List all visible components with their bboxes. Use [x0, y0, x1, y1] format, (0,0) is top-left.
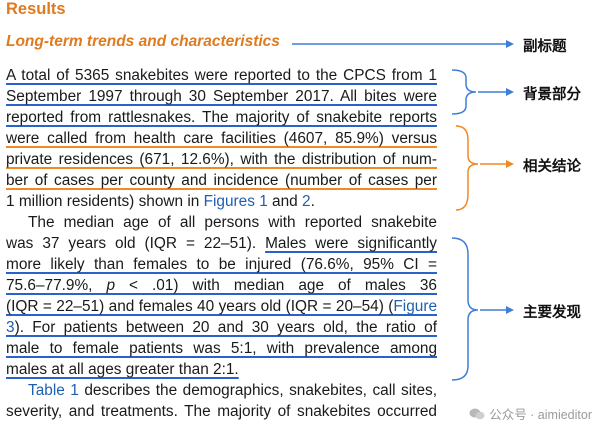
text-fragment: (IQR = 22–51) and females 40 years old (…	[6, 298, 394, 315]
findings-brace	[451, 237, 508, 381]
text-fragment: was 37 years old (IQR = 22–51).	[6, 235, 266, 252]
text-line: reported from rattlesnakes. The majority…	[6, 109, 437, 126]
watermark-text: 公众号 · aimieditor	[489, 408, 592, 422]
figure-3-link[interactable]: Figure	[393, 298, 437, 315]
p-symbol: p	[106, 277, 115, 294]
text-line: severity, and treatments. The majority o…	[6, 403, 437, 420]
text-line: ber of cases per county and incidence (n…	[6, 172, 437, 189]
text-line: private residences (671, 12.6%), with th…	[6, 151, 437, 168]
section-title: Results	[6, 0, 66, 18]
text-fragment: .	[310, 193, 315, 210]
text-line: A total of 5365 snakebites were reported…	[6, 67, 437, 84]
text-fragment: ). For patients between 20 and 30 years …	[14, 319, 437, 336]
text-fragment: and	[267, 193, 302, 210]
findings-arrowhead	[506, 306, 514, 314]
text-fragment: < .01) with median age of males 36	[115, 277, 437, 294]
figure-2-link[interactable]: 2	[302, 193, 311, 210]
text-line: more likely than females to be injured (…	[6, 256, 437, 273]
figure-1-link[interactable]: Figures 1	[203, 193, 268, 210]
watermark: 公众号 · aimieditor	[469, 404, 592, 423]
wechat-icon	[469, 408, 485, 419]
text-line: September 1997 through 30 September 2017…	[6, 88, 437, 105]
subsection-title: Long-term trends and characteristics	[6, 33, 280, 50]
background-arrowhead	[506, 88, 514, 96]
annotation-background: 背景部分	[523, 87, 581, 103]
background-brace	[451, 69, 508, 115]
text-line: were called from health care facilities …	[6, 130, 437, 147]
text-fragment: Males were significantly	[265, 235, 437, 252]
annotation-findings: 主要发现	[523, 305, 581, 321]
text-line: 1 million residents) shown in	[6, 193, 204, 210]
annotation-conclusion: 相关结论	[523, 159, 581, 175]
annotation-subtitle: 副标题	[523, 39, 567, 55]
figure-3-link-cont[interactable]: 3	[6, 319, 15, 336]
text-line: males at all ages greater than 2:1.	[6, 361, 239, 378]
text-line: male to female patients was 5:1, with pr…	[6, 340, 437, 357]
subtitle-arrow	[292, 40, 514, 48]
text-fragment: describes the demographics, snakebites, …	[78, 382, 437, 399]
table-1-link[interactable]: Table 1	[28, 382, 79, 399]
text-fragment: 75.6–77.9%,	[6, 277, 107, 294]
conclusion-arrowhead	[506, 160, 514, 168]
conclusion-brace	[455, 125, 508, 211]
text-line: The median age of all persons with repor…	[28, 214, 437, 231]
